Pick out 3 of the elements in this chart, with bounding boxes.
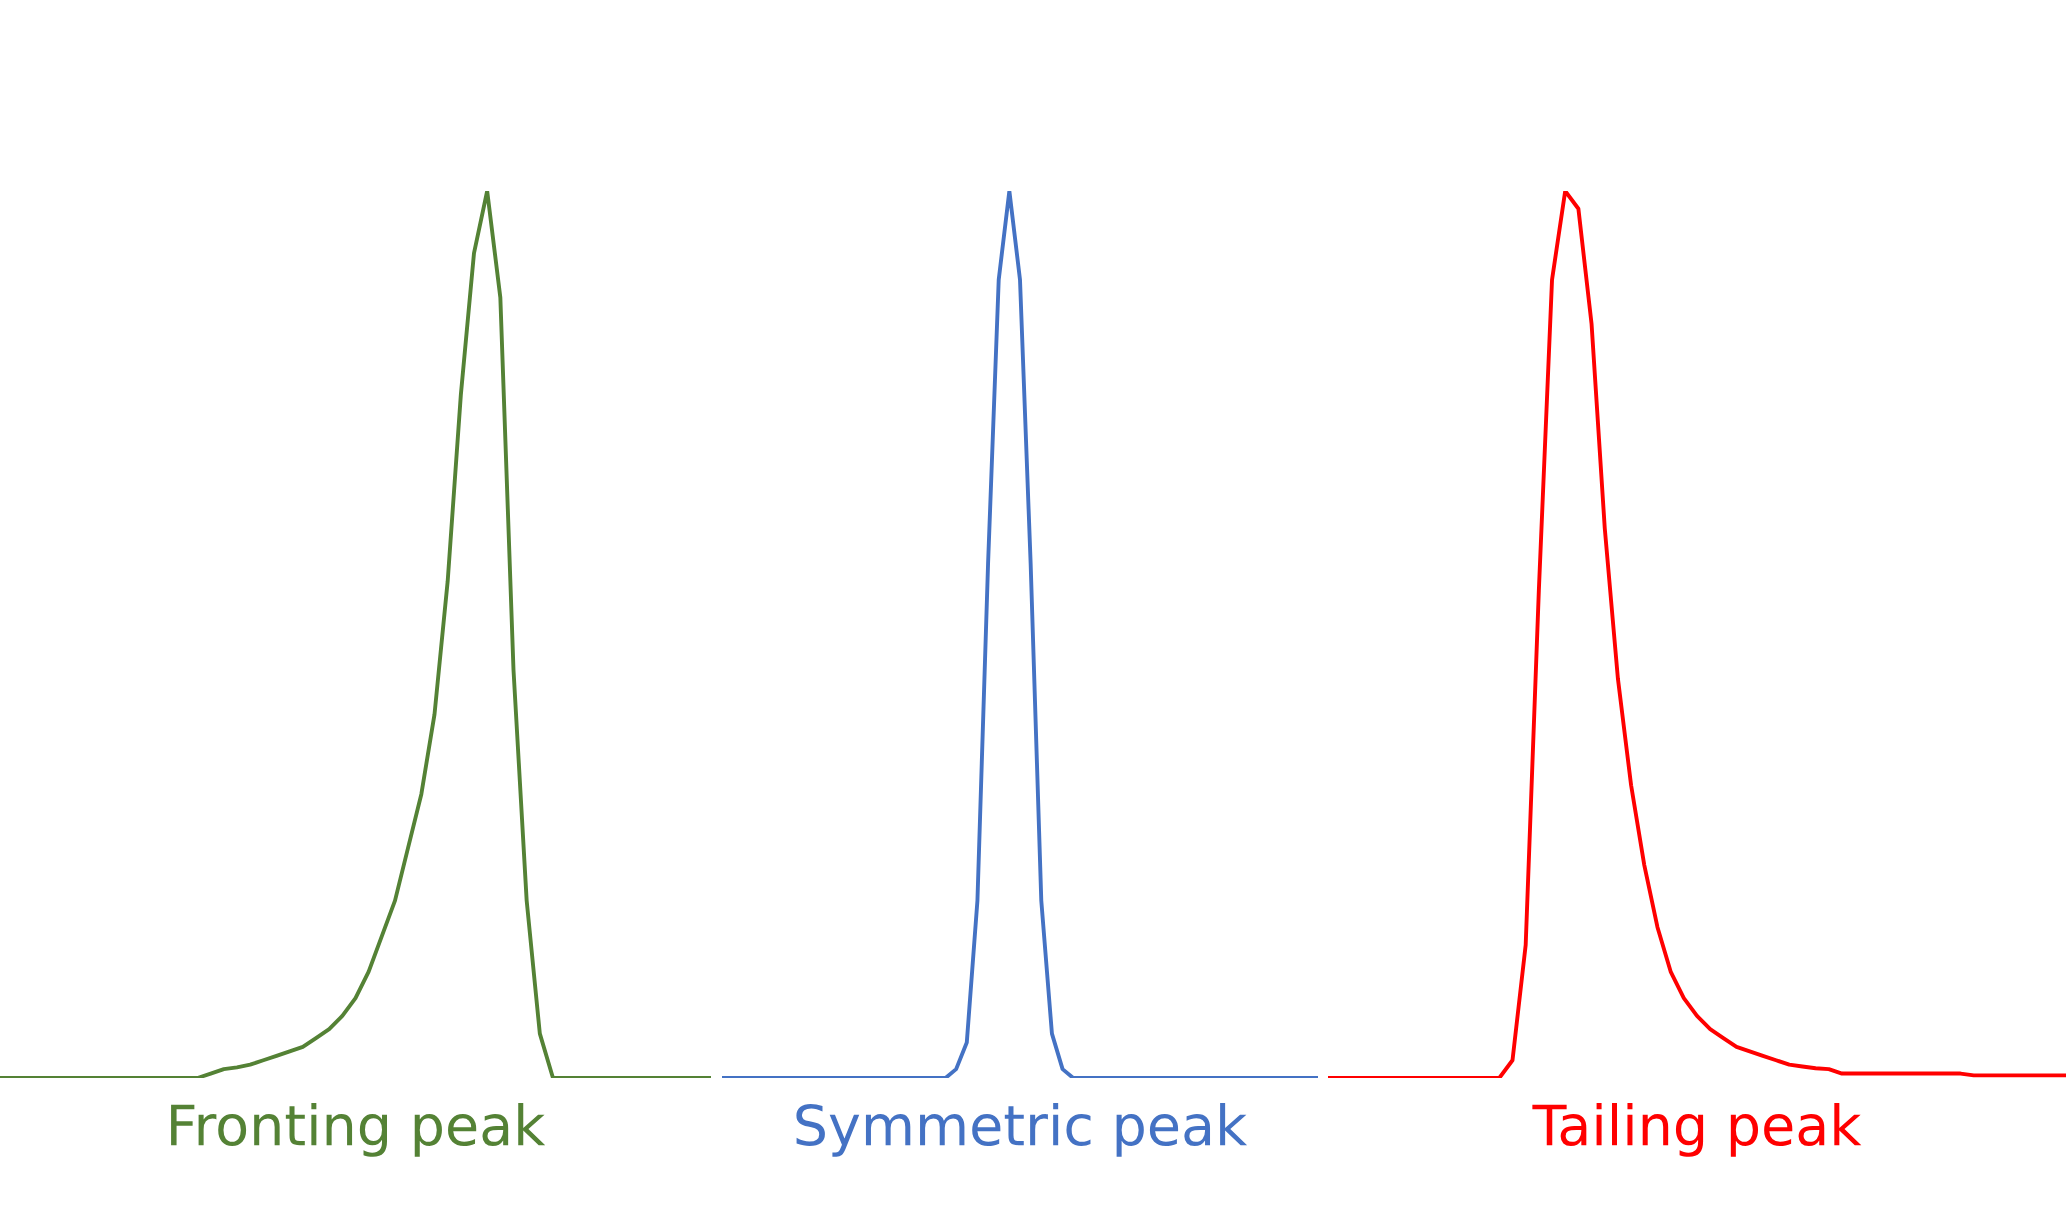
x-axis-title: Symmetric peak (796, 1103, 1248, 1157)
x-axis-title: Tailing peak (1532, 1103, 1862, 1157)
x-axis-title: Fronting peak (171, 1103, 546, 1157)
